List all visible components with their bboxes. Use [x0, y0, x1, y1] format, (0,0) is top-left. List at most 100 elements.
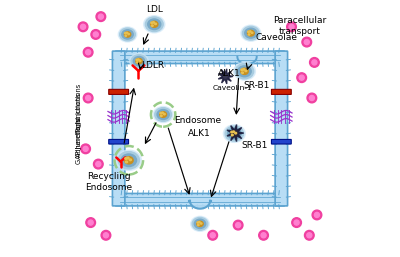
Circle shape [312, 60, 317, 65]
Ellipse shape [124, 157, 133, 164]
Ellipse shape [124, 32, 126, 34]
Ellipse shape [225, 126, 244, 141]
Ellipse shape [126, 32, 128, 33]
Circle shape [312, 210, 322, 220]
Ellipse shape [116, 150, 141, 170]
FancyBboxPatch shape [112, 51, 125, 206]
Ellipse shape [160, 112, 162, 114]
Circle shape [83, 146, 88, 151]
Ellipse shape [124, 32, 131, 37]
Ellipse shape [235, 132, 237, 134]
Circle shape [83, 47, 93, 57]
Polygon shape [190, 201, 210, 209]
Ellipse shape [126, 161, 128, 163]
Ellipse shape [251, 32, 253, 33]
Text: ALK1: ALK1 [218, 69, 241, 78]
Circle shape [208, 231, 218, 240]
Circle shape [294, 220, 299, 225]
Ellipse shape [197, 221, 203, 226]
Circle shape [299, 75, 304, 80]
Text: Endosome: Endosome [174, 116, 221, 125]
Text: SR-B1: SR-B1 [241, 141, 268, 150]
Text: Caveolin-1: Caveolin-1 [213, 85, 252, 91]
Ellipse shape [194, 219, 206, 228]
Circle shape [96, 12, 106, 22]
Circle shape [86, 95, 91, 100]
Ellipse shape [233, 131, 234, 132]
FancyBboxPatch shape [272, 140, 291, 144]
Text: LDL: LDL [146, 5, 163, 14]
Text: GAP Junctions: GAP Junctions [76, 118, 82, 164]
Polygon shape [218, 69, 233, 84]
Ellipse shape [245, 28, 257, 38]
Ellipse shape [249, 31, 251, 32]
Ellipse shape [151, 22, 153, 23]
FancyBboxPatch shape [275, 51, 288, 206]
Text: Paracellular
transport: Paracellular transport [273, 16, 326, 35]
Circle shape [96, 162, 101, 167]
Ellipse shape [133, 57, 145, 66]
Circle shape [88, 220, 93, 225]
Ellipse shape [155, 108, 172, 121]
Ellipse shape [125, 158, 127, 159]
Ellipse shape [153, 106, 173, 123]
Circle shape [304, 231, 314, 240]
Circle shape [86, 50, 91, 55]
Ellipse shape [248, 30, 254, 36]
Text: LDLR: LDLR [142, 61, 165, 70]
Ellipse shape [224, 125, 245, 142]
Ellipse shape [130, 54, 148, 69]
Ellipse shape [118, 152, 140, 169]
Circle shape [93, 32, 98, 37]
Ellipse shape [162, 112, 163, 114]
FancyBboxPatch shape [116, 51, 284, 63]
Ellipse shape [138, 59, 139, 60]
Ellipse shape [191, 216, 209, 231]
Ellipse shape [120, 28, 135, 41]
Ellipse shape [125, 35, 127, 36]
Circle shape [91, 30, 100, 39]
Circle shape [261, 233, 266, 238]
Circle shape [81, 144, 90, 154]
Ellipse shape [234, 62, 255, 80]
Ellipse shape [121, 154, 136, 167]
Circle shape [236, 223, 241, 228]
Circle shape [287, 22, 296, 32]
Ellipse shape [241, 25, 261, 41]
Ellipse shape [160, 112, 166, 117]
Ellipse shape [151, 25, 153, 26]
Ellipse shape [136, 58, 142, 64]
Text: Adherens Junctions: Adherens Junctions [76, 93, 82, 157]
Ellipse shape [153, 22, 154, 23]
FancyBboxPatch shape [109, 140, 128, 144]
Ellipse shape [144, 16, 165, 33]
Circle shape [103, 233, 108, 238]
Ellipse shape [145, 17, 163, 32]
Ellipse shape [248, 34, 250, 35]
Circle shape [233, 220, 243, 230]
Ellipse shape [197, 222, 198, 223]
Circle shape [210, 233, 215, 238]
Ellipse shape [243, 69, 245, 70]
Ellipse shape [148, 19, 161, 30]
Ellipse shape [231, 134, 233, 136]
Circle shape [86, 218, 96, 227]
Circle shape [78, 22, 88, 32]
Text: Caveolae: Caveolae [256, 33, 298, 42]
Ellipse shape [192, 217, 208, 230]
Text: ALK1: ALK1 [188, 128, 211, 137]
Ellipse shape [157, 109, 169, 120]
Ellipse shape [155, 23, 156, 25]
Text: Recycling
Endosome: Recycling Endosome [85, 172, 132, 192]
Circle shape [94, 159, 103, 169]
Circle shape [292, 218, 302, 227]
Circle shape [314, 212, 320, 217]
Polygon shape [227, 125, 244, 142]
Ellipse shape [248, 31, 249, 32]
FancyBboxPatch shape [116, 194, 284, 206]
Ellipse shape [128, 33, 130, 35]
Ellipse shape [235, 64, 254, 79]
Circle shape [302, 37, 312, 47]
Circle shape [307, 233, 312, 238]
Ellipse shape [131, 55, 147, 68]
